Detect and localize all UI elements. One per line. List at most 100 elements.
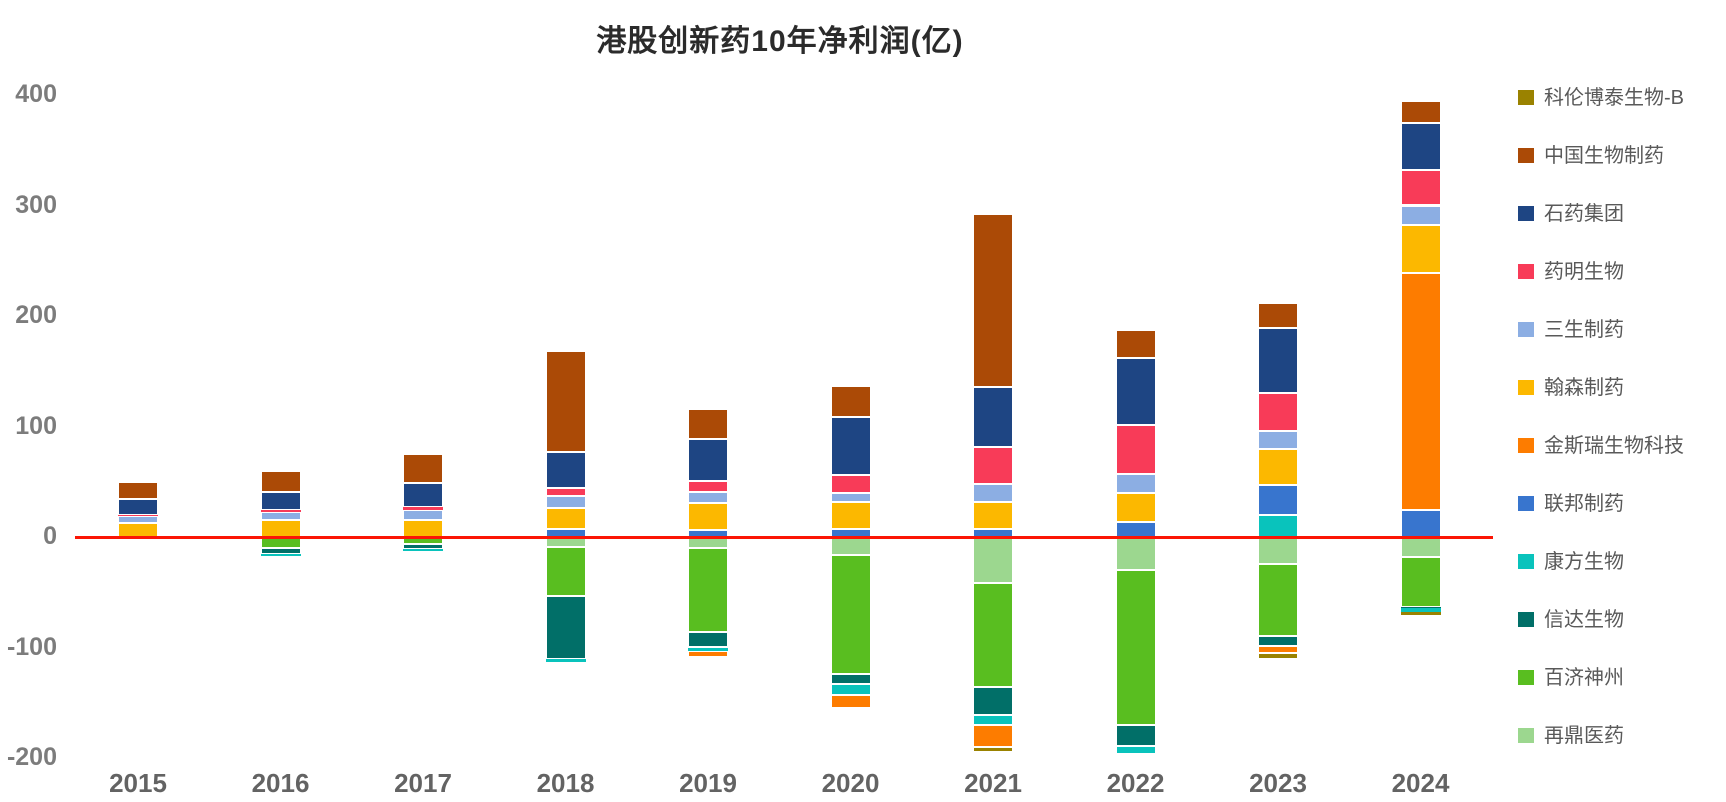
bar-segment-药明生物 — [1115, 425, 1156, 474]
bar-segment-中国生物制药 — [1115, 330, 1156, 358]
legend-swatch-icon — [1518, 206, 1534, 221]
x-tick-label-2020: 2020 — [821, 768, 880, 798]
bar-segment-翰森制药 — [545, 508, 586, 530]
y-tick-label: 100 — [15, 411, 57, 440]
bar-segment-信达生物 — [1258, 636, 1298, 647]
bar-segment-康方生物 — [545, 658, 586, 662]
y-tick-label: 300 — [15, 190, 57, 219]
bar-segment-中国生物制药 — [260, 471, 301, 493]
x-tick-label-2017: 2017 — [394, 768, 452, 798]
bar-segment-中国生物制药 — [1258, 302, 1298, 329]
bar-segment-中国生物制药 — [545, 351, 586, 452]
y-tick-label: -100 — [6, 632, 57, 661]
y-tick-label: 200 — [15, 301, 57, 329]
bar-segment-石药集团 — [688, 438, 728, 481]
bar-segment-药明生物 — [118, 514, 158, 516]
bar-segment-翰森制药 — [830, 501, 871, 530]
bar-segment-再鼎医药 — [1258, 537, 1298, 564]
legend-swatch-icon — [1518, 380, 1534, 395]
x-tick-label-2015: 2015 — [109, 768, 167, 798]
legend-label: 石药集团 — [1544, 203, 1624, 225]
bar-segment-石药集团 — [403, 482, 443, 508]
bar-segment-百济神州 — [688, 548, 728, 633]
bar-segment-石药集团 — [1258, 328, 1298, 394]
bar-segment-药明生物 — [403, 507, 443, 511]
legend: 科伦博泰生物-B 中国生物制药 石药集团 药明生物 三生制药 翰森制药 金斯瑞生物科技 联邦制… — [1518, 0, 1726, 802]
bar-segment-信达生物 — [830, 674, 871, 684]
bar-segment-再鼎医药 — [973, 537, 1013, 584]
bar-segment-中国生物制药 — [830, 385, 871, 417]
bar-segment-翰森制药 — [260, 520, 301, 537]
bar-segment-信达生物 — [260, 548, 301, 554]
y-tick-label: 0 — [43, 522, 57, 550]
legend-label: 信达生物 — [1544, 609, 1624, 631]
bar-segment-联邦制药 — [1400, 510, 1441, 537]
x-tick-label-2019: 2019 — [679, 768, 737, 798]
legend-swatch-icon — [1518, 438, 1534, 453]
legend-swatch-icon — [1518, 264, 1534, 279]
bar-segment-金斯瑞生物科技 — [688, 650, 728, 658]
bar-segment-康方生物 — [403, 549, 443, 552]
x-tick-label-2016: 2016 — [251, 768, 310, 798]
legend-label: 三生制药 — [1544, 319, 1624, 341]
bar-segment-联邦制药 — [1258, 485, 1298, 515]
bar-segment-康方生物 — [1258, 514, 1298, 537]
bar-segment-再鼎医药 — [1400, 537, 1441, 557]
bar-segment-药明生物 — [1258, 393, 1298, 431]
bar-segment-康方生物 — [688, 647, 728, 651]
bar-segment-翰森制药 — [973, 501, 1013, 530]
bar-segment-信达生物 — [973, 687, 1013, 715]
bar-segment-三生制药 — [1400, 205, 1441, 226]
bar-segment-翰森制药 — [1400, 225, 1441, 273]
zero-line — [75, 535, 1493, 539]
bar-segment-三生制药 — [545, 496, 586, 509]
legend-label: 康方生物 — [1544, 551, 1624, 573]
bar-segment-三生制药 — [830, 492, 871, 502]
x-tick-label-2022: 2022 — [1106, 768, 1165, 798]
bar-segment-信达生物 — [1400, 606, 1441, 608]
bar-segment-康方生物 — [973, 714, 1013, 725]
bar-segment-翰森制药 — [403, 520, 443, 537]
bar-segment-百济神州 — [1115, 570, 1156, 725]
bar-segment-康方生物 — [830, 683, 871, 695]
bar-segment-石药集团 — [118, 499, 158, 515]
legend-label: 百济神州 — [1544, 667, 1624, 689]
bar-segment-药明生物 — [688, 480, 728, 492]
bar-segment-信达生物 — [688, 632, 728, 648]
bar-segment-三生制药 — [688, 491, 728, 503]
bar-segment-石药集团 — [545, 451, 586, 489]
bar-segment-再鼎医药 — [830, 537, 871, 555]
bar-segment-药明生物 — [1400, 170, 1441, 206]
bar-segment-石药集团 — [830, 416, 871, 476]
legend-swatch-icon — [1518, 728, 1534, 743]
legend-label: 科伦博泰生物-B — [1544, 87, 1684, 109]
bar-segment-百济神州 — [545, 546, 586, 596]
bar-segment-中国生物制药 — [1400, 100, 1441, 123]
bar-segment-中国生物制药 — [688, 408, 728, 439]
y-tick-label: 400 — [15, 80, 57, 108]
bar-segment-百济神州 — [1258, 563, 1298, 637]
bar-segment-科伦博泰生物-B — [1400, 612, 1441, 615]
bar-segment-药明生物 — [973, 447, 1013, 484]
legend-label: 再鼎医药 — [1544, 725, 1624, 747]
bar-segment-三生制药 — [973, 483, 1013, 502]
legend-swatch-icon — [1518, 670, 1534, 685]
x-tick-label-2021: 2021 — [964, 768, 1022, 798]
legend-swatch-icon — [1518, 322, 1534, 337]
bar-segment-科伦博泰生物-B — [1258, 653, 1298, 659]
bar-segment-科伦博泰生物-B — [973, 746, 1013, 753]
legend-label: 中国生物制药 — [1544, 145, 1664, 167]
bar-segment-石药集团 — [973, 386, 1013, 448]
legend-swatch-icon — [1518, 496, 1534, 511]
y-tick-label: -200 — [6, 743, 57, 771]
bar-segment-百济神州 — [260, 538, 301, 549]
bar-segment-康方生物 — [260, 553, 301, 556]
legend-swatch-icon — [1518, 148, 1534, 163]
legend-swatch-icon — [1518, 612, 1534, 627]
bar-segment-中国生物制药 — [118, 481, 158, 500]
bar-segment-康方生物 — [1400, 607, 1441, 613]
x-tick-label-2018: 2018 — [536, 768, 595, 798]
bar-segment-金斯瑞生物科技 — [830, 695, 871, 709]
legend-label: 药明生物 — [1544, 261, 1624, 283]
